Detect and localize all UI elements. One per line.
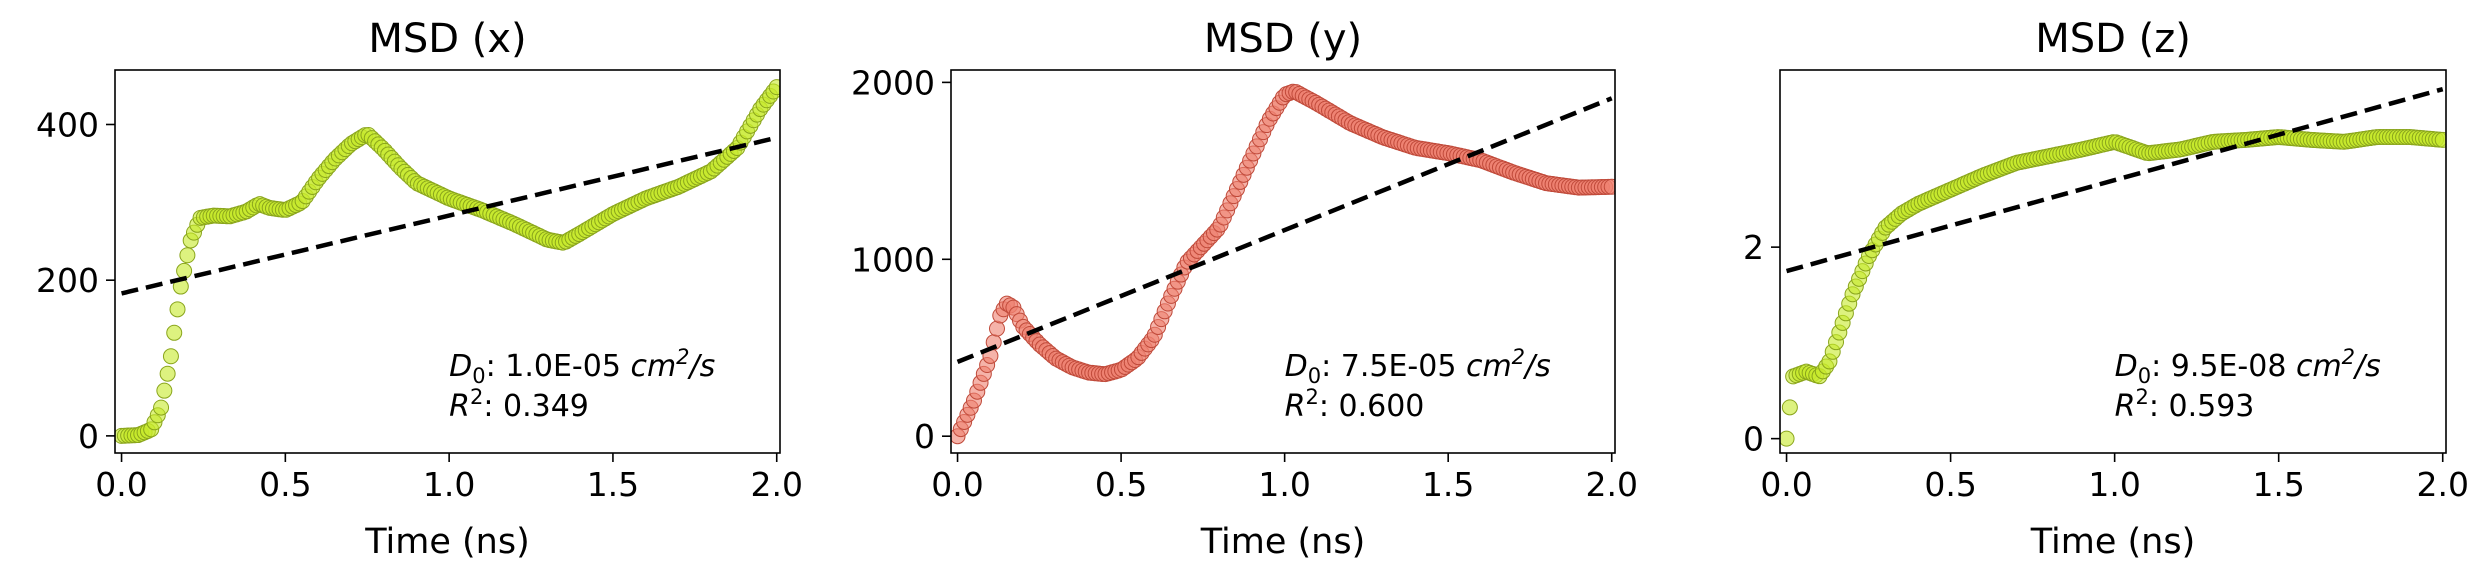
x-tick-label: 1.0	[1258, 465, 1310, 504]
data-point	[2434, 131, 2446, 148]
panel-msd-x: MSD (x) 0.0 0.5 1.0 1.5 2.0 0 200 400 Time (ns) D0…	[36, 16, 803, 562]
data-point	[768, 79, 780, 96]
x-axis-label: Time (ns)	[1200, 522, 1366, 562]
linear-fit-line	[1785, 86, 2444, 274]
data-point	[169, 301, 186, 318]
scatter-series	[951, 83, 1615, 445]
chart-title: MSD (x)	[368, 16, 526, 62]
x-tick-label: 1.5	[587, 465, 639, 504]
x-tick-label: 2.0	[2416, 465, 2468, 504]
axes-frame	[950, 69, 1616, 454]
data-point	[159, 365, 176, 382]
linear-fit-line	[121, 135, 778, 296]
y-tick-label: 0	[78, 417, 99, 456]
x-axis-label: Time (ns)	[364, 522, 530, 562]
x-axis-label: Time (ns)	[2030, 522, 2196, 562]
y-tick-label: 2000	[851, 63, 935, 102]
x-tick-label: 0.0	[95, 465, 147, 504]
x-tick-label: 1.0	[423, 465, 475, 504]
x-tick-label: 0.0	[1760, 465, 1812, 504]
x-tick-label: 2.0	[1585, 465, 1637, 504]
x-tick-label: 2.0	[750, 465, 802, 504]
diffusion-coefficient-text: D0: 1.0E-05 cm2/s	[449, 345, 715, 388]
axes-frame	[114, 69, 781, 454]
data-point	[1781, 399, 1798, 416]
x-tick-label: 0.5	[259, 465, 311, 504]
data-point	[988, 320, 1005, 337]
chart-title: MSD (z)	[2035, 16, 2191, 62]
x-tick-label: 0.0	[931, 465, 983, 504]
data-point	[162, 348, 179, 365]
data-point	[156, 382, 173, 399]
diffusion-coefficient-text: D0: 7.5E-05 cm2/s	[1285, 345, 1551, 388]
axes-frame	[1779, 69, 2447, 454]
y-tick-label: 2	[1743, 228, 1764, 267]
panel-msd-z: MSD (z) 0.0 0.5 1.0 1.5 2.0 0 2 Time (ns) D0: 9.5…	[1743, 16, 2469, 562]
data-point	[166, 324, 183, 341]
data-point	[1603, 178, 1615, 195]
panel-msd-y: MSD (y) 0.0 0.5 1.0 1.5 2.0 0 1000 2000 Time (ns)…	[851, 16, 1638, 562]
x-tick-label: 1.0	[2088, 465, 2140, 504]
x-tick-label: 1.5	[2252, 465, 2304, 504]
x-tick-label: 1.5	[1422, 465, 1474, 504]
y-tick-label: 0	[1743, 420, 1764, 459]
chart-title: MSD (y)	[1204, 16, 1362, 62]
y-tick-label: 200	[36, 261, 99, 300]
y-tick-label: 400	[36, 105, 99, 144]
linear-fit-line	[956, 96, 1613, 364]
x-tick-label: 0.5	[1095, 465, 1147, 504]
diffusion-coefficient-text: D0: 9.5E-08 cm2/s	[2115, 345, 2381, 388]
data-point	[153, 399, 170, 416]
y-tick-label: 1000	[851, 240, 935, 279]
data-point	[176, 262, 193, 279]
data-point	[1780, 430, 1795, 447]
scatter-series	[115, 79, 780, 444]
r-squared-text: R2: 0.600	[1285, 385, 1425, 424]
y-tick-label: 0	[914, 417, 935, 456]
x-tick-label: 0.5	[1924, 465, 1976, 504]
r-squared-text: R2: 0.593	[2115, 385, 2255, 424]
r-squared-text: R2: 0.349	[449, 385, 589, 424]
data-point	[179, 247, 196, 264]
